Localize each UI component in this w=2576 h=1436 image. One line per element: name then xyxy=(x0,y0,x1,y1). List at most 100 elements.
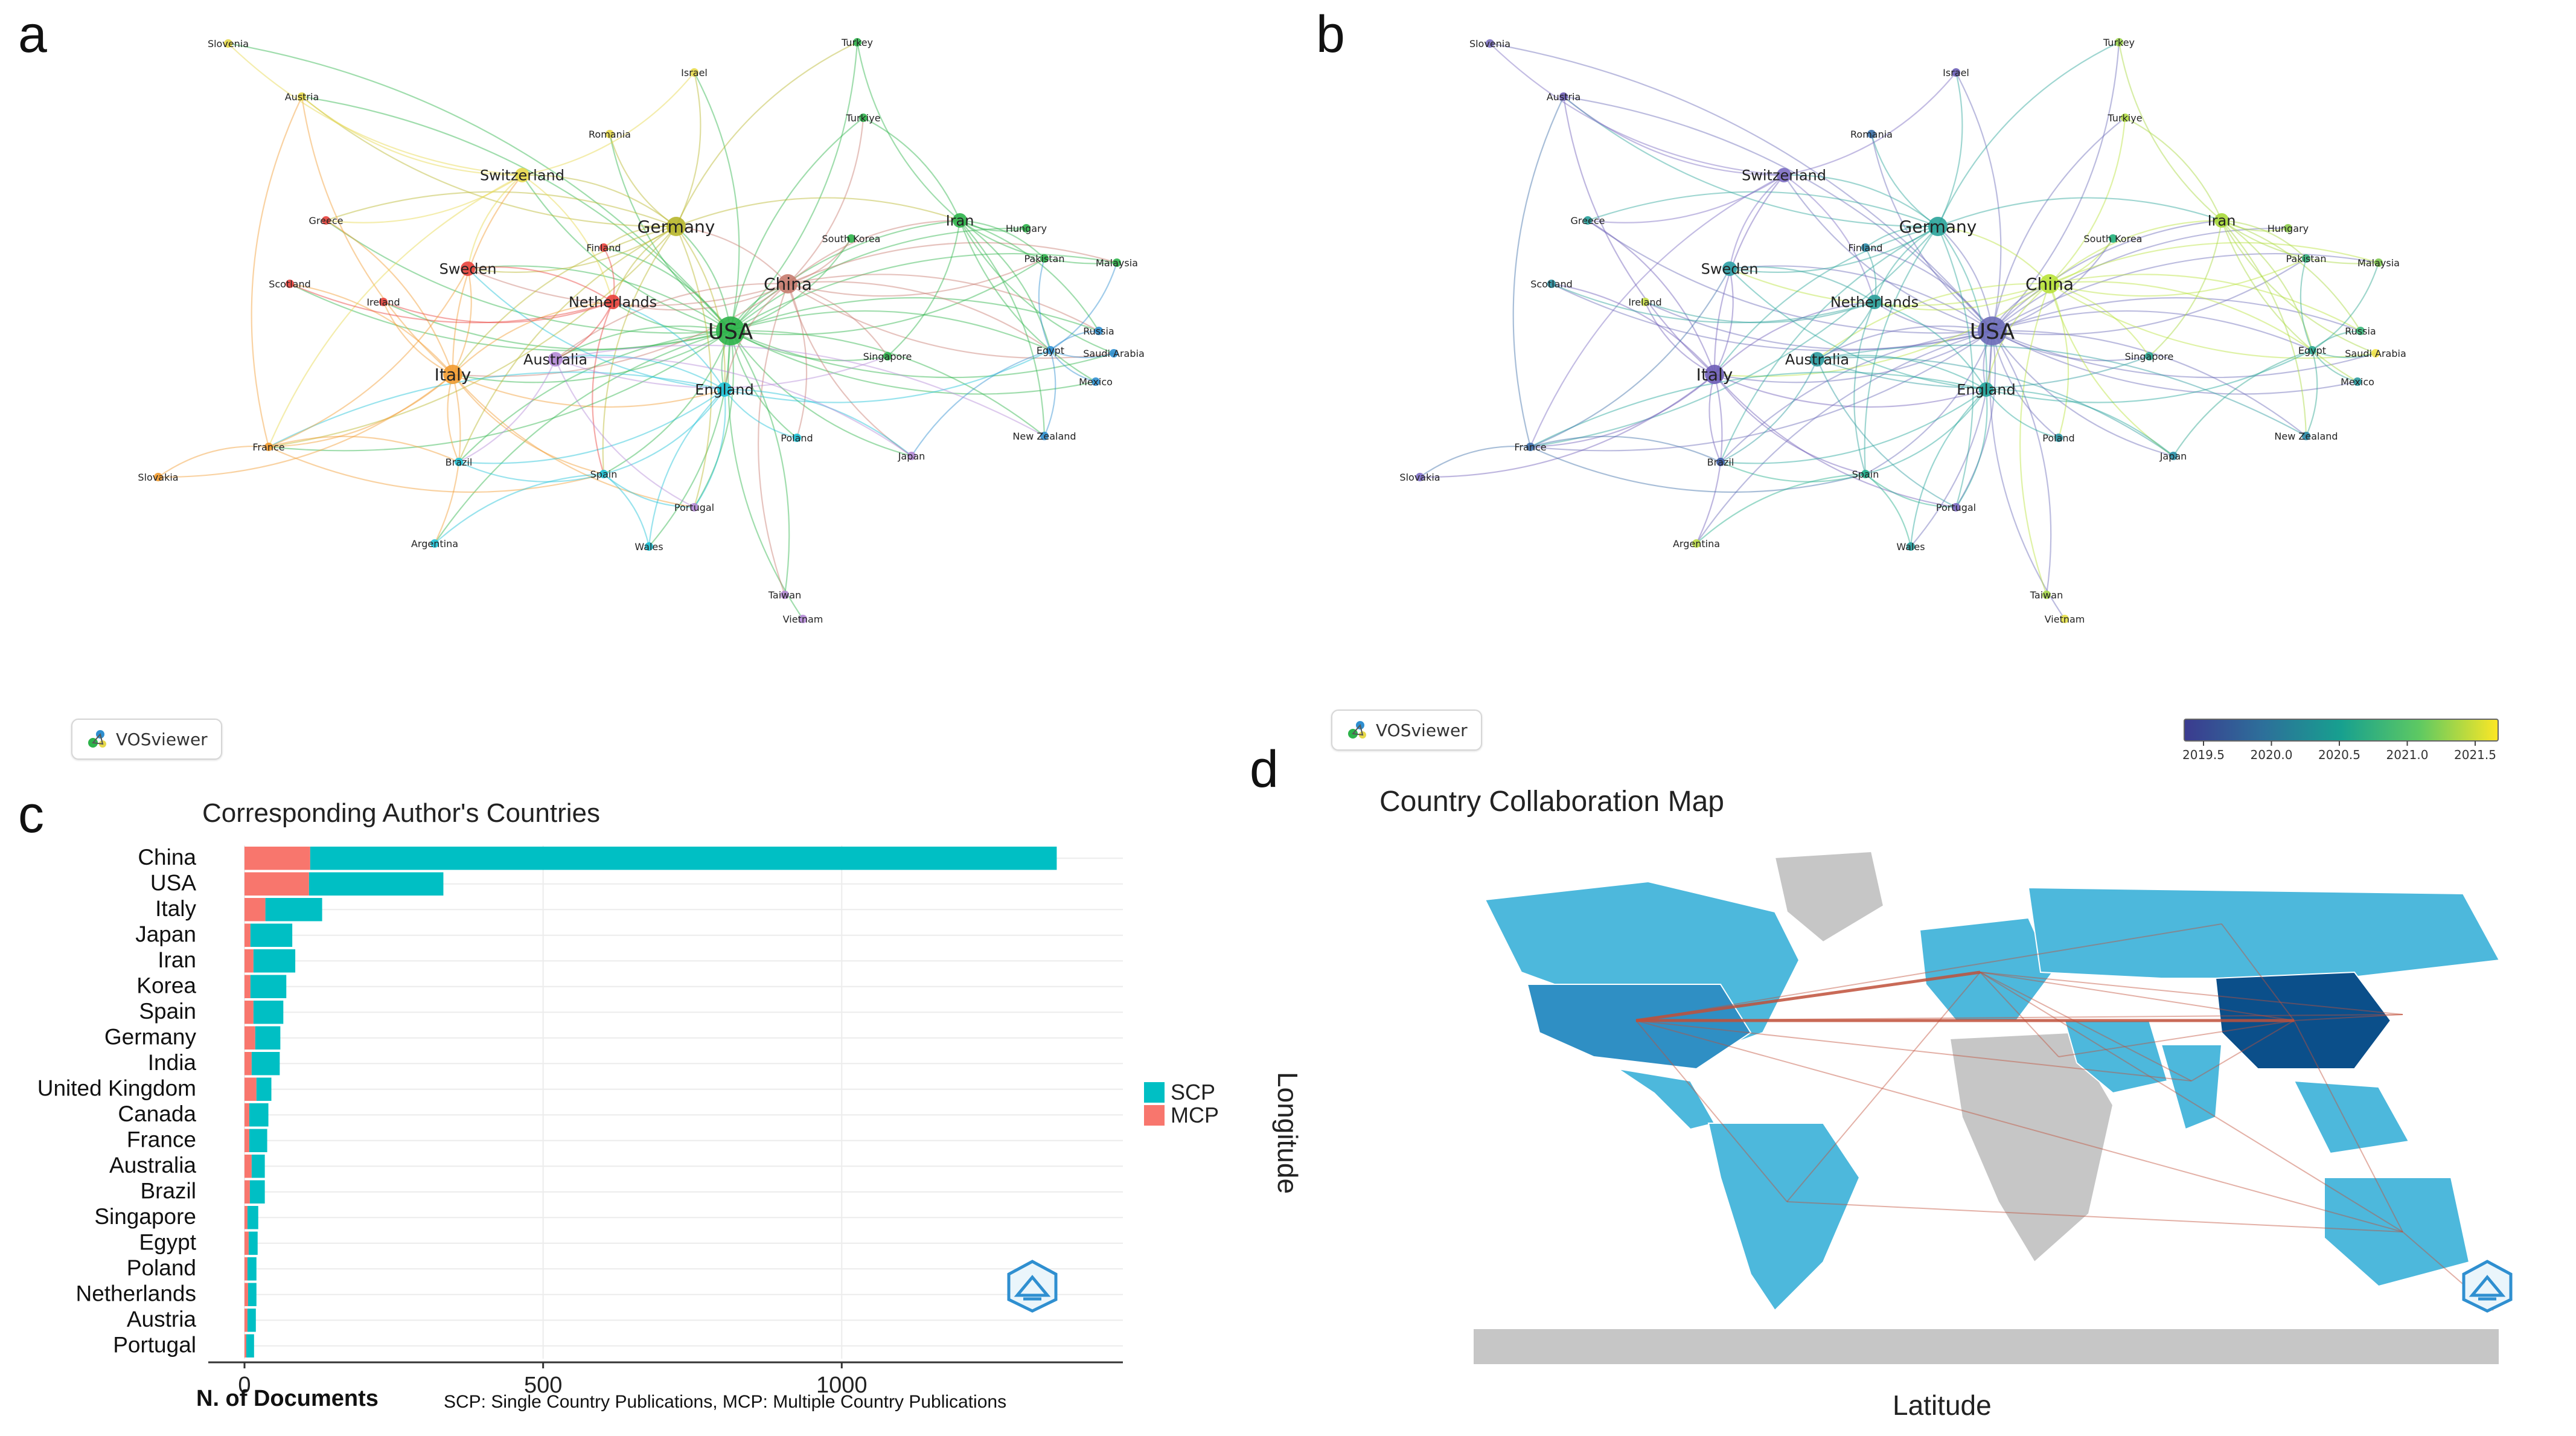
node-romania[interactable]: Romania xyxy=(589,129,631,140)
node-taiwan[interactable]: Taiwan xyxy=(2030,589,2063,601)
network-edge xyxy=(648,389,725,547)
node-usa[interactable]: USA xyxy=(1970,316,2015,345)
node-netherlands[interactable]: Netherlands xyxy=(1830,294,1919,311)
node-vietnam[interactable]: Vietnam xyxy=(2045,614,2085,625)
node-slovakia[interactable]: Slovakia xyxy=(1399,472,1440,483)
node-label: France xyxy=(252,441,284,453)
node-slovakia[interactable]: Slovakia xyxy=(138,472,178,483)
node-iran[interactable]: Iran xyxy=(946,213,974,229)
node-scotland[interactable]: Scotland xyxy=(269,278,311,290)
node-pakistan[interactable]: Pakistan xyxy=(2286,253,2327,264)
watermark-logo-icon xyxy=(2462,1260,2513,1313)
node-south-korea[interactable]: South Korea xyxy=(822,233,881,245)
node-saudi-arabia[interactable]: Saudi Arabia xyxy=(1083,348,1145,359)
node-circle xyxy=(599,243,608,252)
node-australia[interactable]: Australia xyxy=(523,351,587,368)
node-malaysia[interactable]: Malaysia xyxy=(1096,257,1138,269)
node-russia[interactable]: Russia xyxy=(1083,325,1114,337)
node-england[interactable]: England xyxy=(695,382,753,399)
node-egypt[interactable]: Egypt xyxy=(2298,345,2326,356)
bar-scp-usa xyxy=(308,872,444,896)
node-iran[interactable]: Iran xyxy=(2208,213,2236,229)
node-taiwan[interactable]: Taiwan xyxy=(768,589,801,601)
node-hungary[interactable]: Hungary xyxy=(1006,223,1047,234)
node-poland[interactable]: Poland xyxy=(781,432,813,444)
node-greece[interactable]: Greece xyxy=(1571,215,1605,226)
node-label: China xyxy=(764,274,812,294)
node-argentina[interactable]: Argentina xyxy=(411,538,458,550)
node-germany[interactable]: Germany xyxy=(638,217,715,237)
node-ireland[interactable]: Ireland xyxy=(1628,296,1661,308)
node-label: Egypt xyxy=(1037,345,1064,356)
node-spain[interactable]: Spain xyxy=(590,469,618,480)
node-slovenia[interactable]: Slovenia xyxy=(208,38,249,50)
node-israel[interactable]: Israel xyxy=(1943,67,1969,79)
node-japan[interactable]: Japan xyxy=(898,450,925,462)
node-japan[interactable]: Japan xyxy=(2159,450,2187,462)
node-pakistan[interactable]: Pakistan xyxy=(1024,253,1065,264)
node-austria[interactable]: Austria xyxy=(285,91,319,103)
node-finland[interactable]: Finland xyxy=(1848,242,1882,254)
node-saudi-arabia[interactable]: Saudi Arabia xyxy=(2345,348,2406,359)
network-edge xyxy=(522,175,731,332)
node-netherlands[interactable]: Netherlands xyxy=(569,294,657,311)
node-egypt[interactable]: Egypt xyxy=(1037,345,1064,356)
node-france[interactable]: France xyxy=(252,441,284,453)
node-wales[interactable]: Wales xyxy=(634,541,663,553)
node-sweden[interactable]: Sweden xyxy=(439,261,497,278)
node-singapore[interactable]: Singapore xyxy=(863,351,912,362)
node-china[interactable]: China xyxy=(2025,274,2074,294)
network-edge xyxy=(228,43,523,176)
node-switzerland[interactable]: Switzerland xyxy=(480,167,564,184)
node-turkey[interactable]: Turkey xyxy=(2103,37,2135,48)
node-israel[interactable]: Israel xyxy=(681,67,708,79)
network-edge xyxy=(452,374,604,475)
node-romania[interactable]: Romania xyxy=(1850,129,1893,140)
node-circle xyxy=(645,542,653,551)
node-mexico[interactable]: Mexico xyxy=(1079,376,1113,388)
node-scotland[interactable]: Scotland xyxy=(1530,278,1573,290)
node-germany[interactable]: Germany xyxy=(1899,217,1977,237)
node-poland[interactable]: Poland xyxy=(2042,432,2074,444)
node-brazil[interactable]: Brazil xyxy=(446,457,473,468)
network-edge xyxy=(959,220,1096,382)
node-italy[interactable]: Italy xyxy=(435,365,471,385)
network-edge xyxy=(1992,330,2052,595)
node-south-korea[interactable]: South Korea xyxy=(2084,233,2143,245)
node-label: Vietnam xyxy=(783,614,823,625)
node-turkiye[interactable]: Turkiye xyxy=(845,112,880,124)
node-turkey[interactable]: Turkey xyxy=(841,37,873,48)
node-turkiye[interactable]: Turkiye xyxy=(2107,112,2142,124)
node-singapore[interactable]: Singapore xyxy=(2125,351,2174,362)
node-greece[interactable]: Greece xyxy=(309,215,344,226)
node-england[interactable]: England xyxy=(1957,382,2015,399)
node-switzerland[interactable]: Switzerland xyxy=(1742,167,1826,184)
node-portugal[interactable]: Portugal xyxy=(1936,502,1976,513)
node-portugal[interactable]: Portugal xyxy=(674,502,714,513)
node-spain[interactable]: Spain xyxy=(1852,469,1879,480)
node-malaysia[interactable]: Malaysia xyxy=(2357,257,2400,269)
node-new-zealand[interactable]: New Zealand xyxy=(1012,431,1076,442)
node-finland[interactable]: Finland xyxy=(586,242,621,254)
node-wales[interactable]: Wales xyxy=(1896,541,1925,553)
node-austria[interactable]: Austria xyxy=(1547,91,1581,103)
network-edge xyxy=(447,374,460,463)
node-russia[interactable]: Russia xyxy=(2345,325,2376,337)
node-france[interactable]: France xyxy=(1514,441,1546,453)
node-sweden[interactable]: Sweden xyxy=(1701,261,1759,278)
node-mexico[interactable]: Mexico xyxy=(2341,376,2374,388)
node-argentina[interactable]: Argentina xyxy=(1673,538,1720,550)
node-usa[interactable]: USA xyxy=(708,316,753,345)
node-china[interactable]: China xyxy=(764,274,812,294)
bar-mcp-korea xyxy=(244,975,251,998)
node-hungary[interactable]: Hungary xyxy=(2268,223,2309,234)
node-italy[interactable]: Italy xyxy=(1696,365,1733,385)
node-new-zealand[interactable]: New Zealand xyxy=(2274,431,2338,442)
node-australia[interactable]: Australia xyxy=(1785,351,1849,368)
node-brazil[interactable]: Brazil xyxy=(1707,457,1734,468)
network-edge xyxy=(730,330,1045,437)
node-vietnam[interactable]: Vietnam xyxy=(783,614,823,625)
node-ireland[interactable]: Ireland xyxy=(366,296,400,308)
node-slovenia[interactable]: Slovenia xyxy=(1469,38,1510,50)
node-circle xyxy=(264,443,273,451)
